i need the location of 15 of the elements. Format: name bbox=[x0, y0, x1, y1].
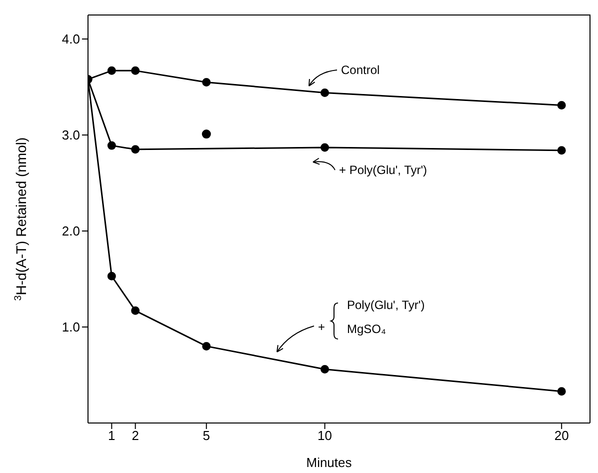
annotation: + bbox=[318, 320, 326, 334]
y-tick-label: 4.0 bbox=[62, 32, 80, 47]
annotation: MgSO₄ bbox=[347, 322, 386, 336]
x-tick-label: 2 bbox=[132, 428, 139, 444]
x-tick-label: 20 bbox=[554, 428, 569, 444]
y-tick-label: 2.0 bbox=[62, 224, 80, 239]
y-tick-label: 3.0 bbox=[62, 128, 80, 143]
y-tick-label: 1.0 bbox=[62, 320, 80, 335]
annotation: Control bbox=[341, 63, 380, 77]
annotation: Poly(Glu', Tyr') bbox=[347, 298, 425, 312]
x-axis-title: Minutes bbox=[306, 455, 352, 470]
annotation: + Poly(Glu', Tyr') bbox=[339, 163, 428, 177]
x-tick-label: 1 bbox=[108, 428, 116, 444]
x-tick-label: 10 bbox=[318, 428, 332, 444]
x-tick-label: 5 bbox=[202, 428, 210, 444]
